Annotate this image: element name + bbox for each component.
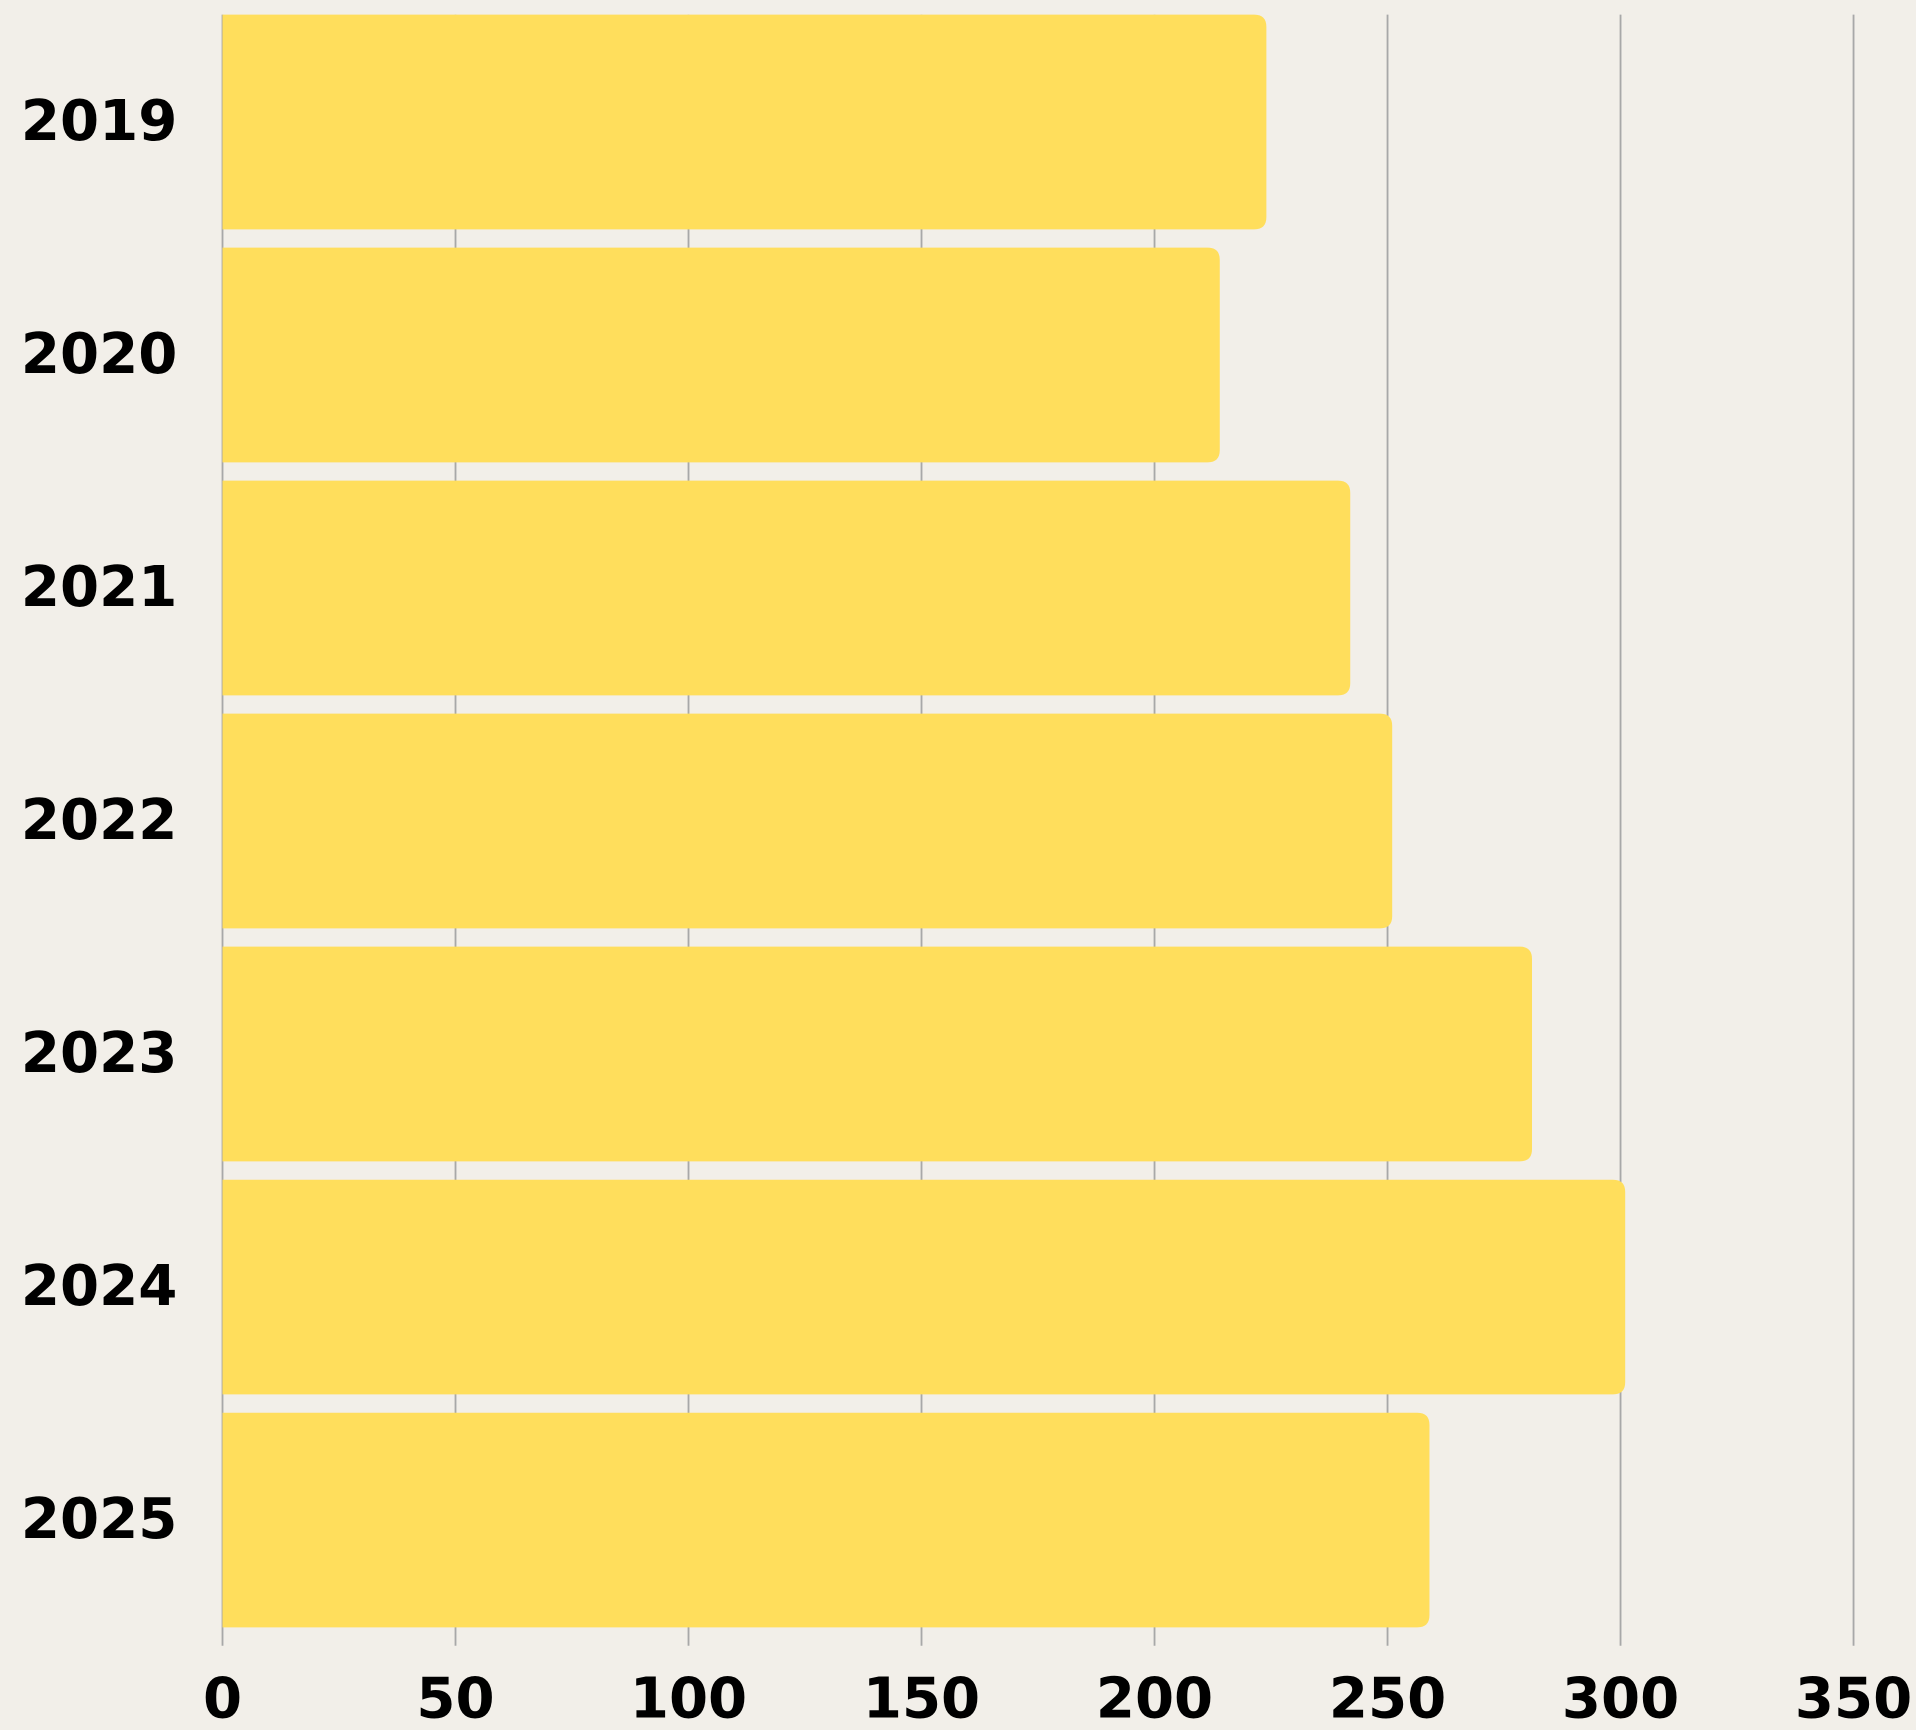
y-tick-label: 2020 [21,322,177,387]
x-tick-label: 350 [1795,1667,1912,1730]
x-tick-label: 200 [1096,1667,1213,1730]
x-tick-label: 100 [630,1667,747,1730]
x-tick-label: 250 [1329,1667,1446,1730]
x-tick-label: 50 [416,1667,494,1730]
y-tick-label: 2025 [21,1487,177,1552]
y-tick-label: 2021 [21,555,177,620]
y-tick-label: 2019 [21,89,177,154]
x-tick-label: 150 [863,1667,980,1730]
bar [222,247,1220,463]
bar [222,946,1532,1162]
y-tick-label: 2023 [21,1021,177,1086]
bar [222,1412,1430,1628]
bar [222,1179,1626,1395]
bar [222,713,1393,929]
bar [222,14,1267,230]
x-tick-label: 0 [203,1667,242,1730]
x-tick-label: 300 [1562,1667,1679,1730]
y-tick-label: 2024 [21,1254,177,1319]
bar [222,480,1351,696]
y-tick-label: 2022 [21,788,177,853]
